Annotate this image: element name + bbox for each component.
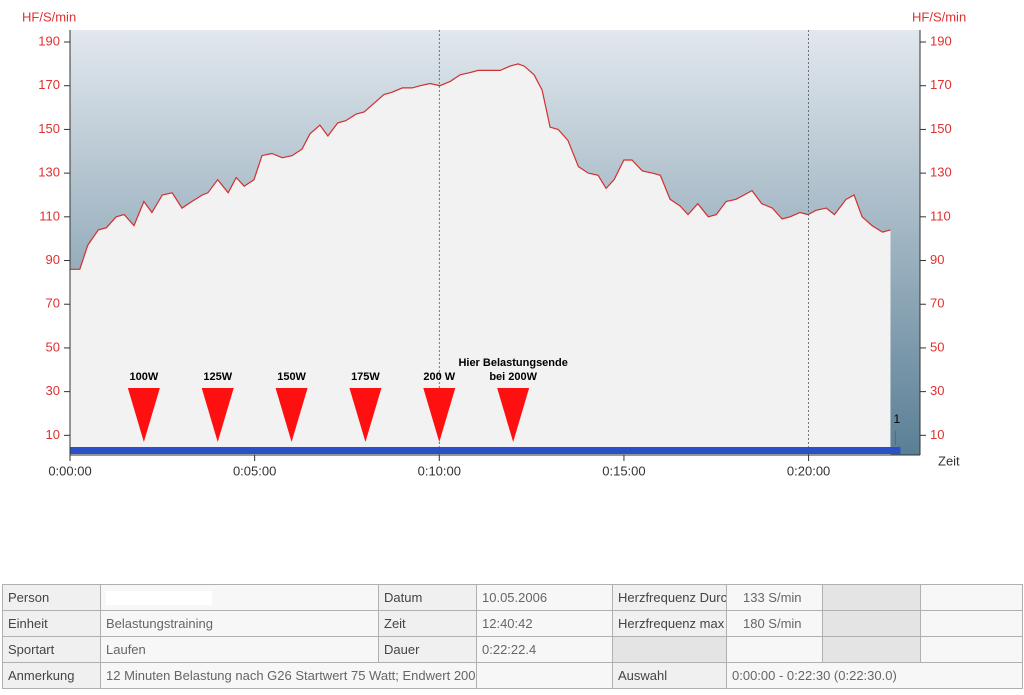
row: Person Datum 10.05.2006 Herzfrequenz Dur…	[2, 584, 1023, 611]
load-arrow	[201, 388, 234, 442]
y2-tick-label: 30	[930, 383, 944, 398]
load-arrow	[349, 388, 382, 442]
cell	[920, 636, 1023, 663]
y2-tick-label: 70	[930, 296, 944, 311]
annotation-label: 100W	[129, 371, 158, 383]
cell: 0:00:00 - 0:22:30 (0:22:30.0)	[726, 662, 1023, 689]
y-tick-label: 150	[38, 121, 60, 136]
y-tick-label: 90	[46, 252, 60, 267]
y2-tick-label: 110	[930, 208, 951, 223]
annotation-label: 125W	[203, 371, 232, 383]
cell: Herzfrequenz Durc	[612, 584, 727, 611]
annotation-label: 150W	[277, 371, 306, 383]
cell: 180 S/min	[726, 610, 823, 637]
info-table: Person Datum 10.05.2006 Herzfrequenz Dur…	[2, 584, 1023, 689]
x-tick-label: 0:00:00	[48, 463, 91, 478]
annotation-label: bei 200W	[489, 371, 537, 383]
x-tick-label: 0:15:00	[602, 463, 645, 478]
cell: Person	[2, 584, 101, 611]
y-tick-label: 190	[38, 33, 60, 48]
cell	[612, 636, 727, 663]
cell: Laufen	[100, 636, 379, 663]
phase-bar	[70, 447, 901, 454]
y2-tick-label: 150	[930, 121, 952, 136]
row: Sportart Laufen Dauer 0:22:22.4	[2, 636, 1023, 663]
y2-tick-label: 10	[930, 427, 944, 442]
x-tick-label: 0:20:00	[787, 463, 830, 478]
y-axis-label: HF/S/min	[22, 9, 76, 24]
cell: Herzfrequenz max	[612, 610, 727, 637]
load-arrow	[497, 388, 530, 442]
y-tick-label: 70	[46, 296, 60, 311]
blank-field	[106, 590, 212, 605]
load-arrow	[127, 388, 160, 442]
y2-axis-label: HF/S/min	[912, 9, 966, 24]
x-tick-label: 0:05:00	[233, 463, 276, 478]
end-label: 1	[893, 412, 900, 426]
cell: 0:22:22.4	[476, 636, 613, 663]
cell	[100, 584, 379, 611]
cell	[920, 610, 1023, 637]
cell: 12:40:42	[476, 610, 613, 637]
cell	[822, 610, 921, 637]
cell: Sportart	[2, 636, 101, 663]
y-tick-label: 30	[46, 383, 60, 398]
y-tick-label: 130	[38, 165, 60, 180]
cell	[822, 636, 921, 663]
y-tick-label: 50	[46, 339, 60, 354]
cell: 133 S/min	[726, 584, 823, 611]
cell: Dauer	[378, 636, 477, 663]
y2-tick-label: 130	[930, 165, 952, 180]
cell	[822, 584, 921, 611]
cell: Datum	[378, 584, 477, 611]
load-arrow	[275, 388, 308, 442]
annotation-label: Hier Belastungsende	[458, 357, 567, 369]
cell	[920, 584, 1023, 611]
y2-tick-label: 170	[930, 77, 952, 92]
annotation-label: 175W	[351, 371, 380, 383]
annotation-label: 200 W	[423, 371, 455, 383]
cell: Einheit	[2, 610, 101, 637]
cell: Belastungstraining	[100, 610, 379, 637]
y-tick-label: 10	[46, 427, 60, 442]
y-tick-label: 110	[39, 208, 60, 223]
cell: 10.05.2006	[476, 584, 613, 611]
y-tick-label: 170	[38, 77, 60, 92]
cell	[726, 636, 823, 663]
row: Einheit Belastungstraining Zeit 12:40:42…	[2, 610, 1023, 637]
heart-rate-line	[70, 63, 891, 270]
row: Anmerkung 12 Minuten Belastung nach G26 …	[2, 662, 1023, 689]
x-axis-label: Zeit	[938, 453, 960, 468]
cell: Anmerkung	[2, 662, 101, 689]
area-fill	[70, 63, 891, 456]
y2-tick-label: 90	[930, 252, 944, 267]
cell: Zeit	[378, 610, 477, 637]
y2-tick-label: 50	[930, 339, 944, 354]
cell: 12 Minuten Belastung nach G26 Startwert …	[100, 662, 477, 689]
cell: Auswahl	[612, 662, 727, 689]
cell	[476, 662, 613, 689]
x-tick-label: 0:10:00	[418, 463, 461, 478]
y2-tick-label: 190	[930, 33, 952, 48]
load-arrow	[423, 388, 456, 442]
